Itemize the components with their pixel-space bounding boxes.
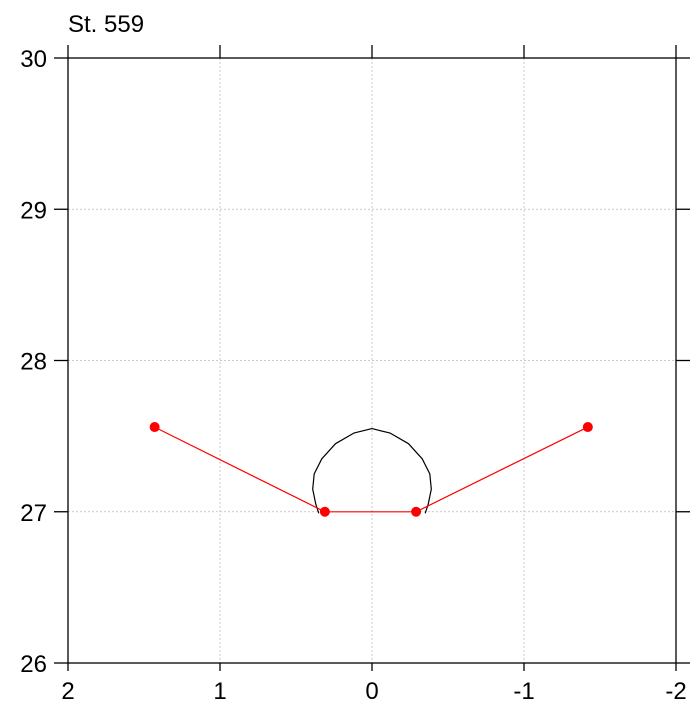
y-tick-label: 30	[20, 46, 47, 73]
red-data-point	[582, 422, 593, 433]
chart-title: St. 559	[68, 11, 144, 38]
y-tick-label: 26	[20, 651, 47, 678]
x-tick-label: 1	[213, 678, 226, 705]
x-tick-label: -2	[665, 678, 686, 705]
plot-frame	[67, 57, 677, 664]
axis-ticks	[54, 45, 690, 671]
tick-labels: 2 1 0 -1 -2 26 27 28 29 30	[20, 46, 686, 705]
x-tick-label: -1	[513, 678, 534, 705]
red-data-point	[149, 422, 160, 433]
red-data-point	[319, 506, 330, 517]
red-series-line	[154, 426, 589, 513]
tunnel-outline-line	[312, 428, 432, 514]
red-data-point	[411, 506, 422, 517]
y-tick-label: 27	[20, 500, 47, 527]
y-tick-label: 29	[20, 197, 47, 224]
y-tick-label: 28	[20, 349, 47, 376]
x-tick-label: 0	[365, 678, 378, 705]
grid	[68, 58, 676, 663]
x-tick-label: 2	[61, 678, 74, 705]
data-series	[149, 422, 593, 517]
